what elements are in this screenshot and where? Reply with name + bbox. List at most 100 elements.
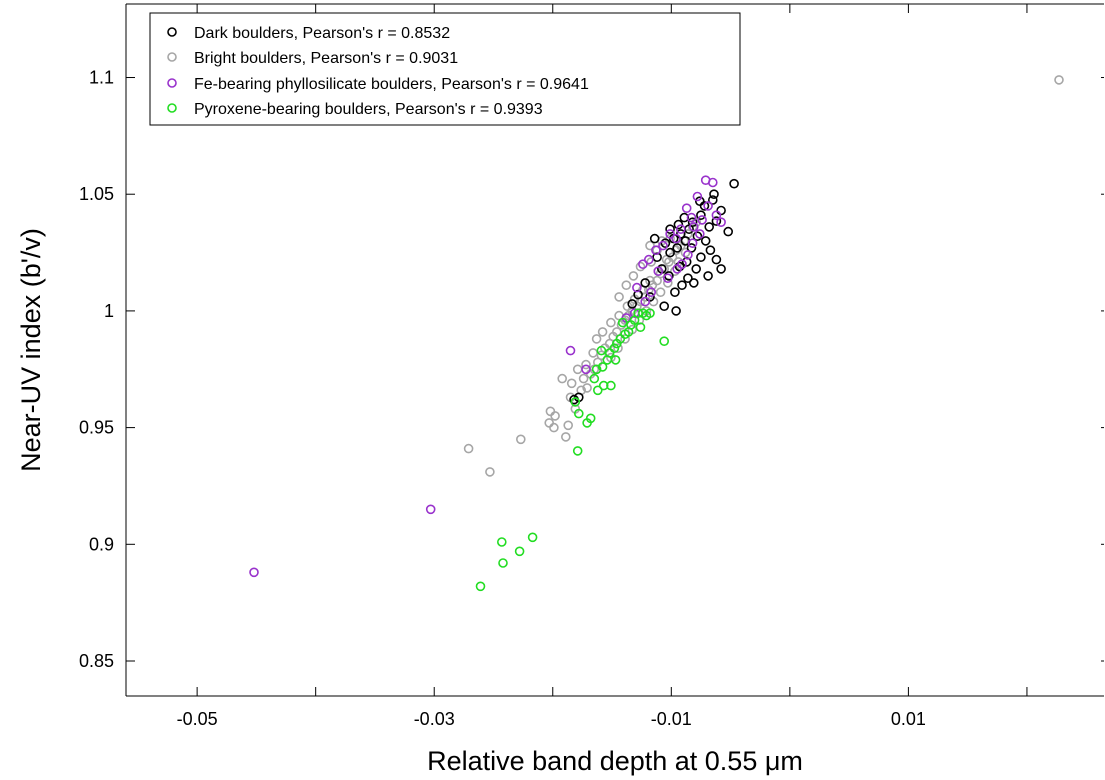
data-point (566, 378, 577, 389)
legend-label-bright: Bright boulders, Pearson's r = 0.9031 (194, 50, 458, 67)
data-point (700, 175, 711, 185)
data-point (716, 217, 726, 227)
data-point (662, 273, 673, 284)
data-point (627, 299, 638, 309)
data-point (588, 348, 598, 358)
data-point (565, 345, 576, 356)
x-tick-label: 0.01 (891, 709, 926, 729)
data-point (485, 467, 495, 477)
data-point (498, 558, 508, 568)
data-point (643, 254, 654, 265)
y-tick-label: 0.9 (89, 534, 114, 554)
data-point (550, 411, 560, 421)
data-point (597, 327, 608, 337)
data-point (649, 233, 660, 244)
data-point (632, 282, 642, 293)
data-point (688, 278, 699, 288)
data-point (660, 238, 671, 248)
data-point (697, 215, 707, 225)
data-point (570, 397, 581, 407)
data-point (646, 287, 657, 298)
data-point (711, 254, 722, 265)
data-point (572, 446, 583, 456)
data-points (249, 75, 1064, 592)
data-point (635, 322, 646, 333)
data-point (696, 252, 706, 263)
data-point (672, 243, 683, 253)
data-point (687, 238, 698, 248)
data-point (425, 504, 436, 515)
data-point (692, 191, 703, 202)
data-point (640, 296, 651, 307)
legend-label-phyllosilicate: Fe-bearing phyllosilicate boulders, Pear… (194, 76, 589, 93)
data-point (614, 292, 624, 302)
data-point (592, 385, 603, 396)
data-point (635, 261, 646, 272)
data-point (681, 257, 692, 267)
legend-label-pyroxene: Pyroxene-bearing boulders, Pearson's r =… (194, 101, 543, 118)
data-point (655, 287, 666, 298)
y-tick-label: 0.95 (79, 418, 114, 438)
data-point (694, 196, 705, 206)
x-axis-title: Relative band depth at 0.55 μm (427, 746, 803, 776)
data-point (704, 222, 715, 232)
data-point (662, 278, 673, 288)
data-point (609, 343, 620, 354)
data-point (692, 231, 703, 241)
data-point (249, 567, 259, 578)
data-point (696, 210, 706, 220)
data-point (610, 355, 621, 365)
data-point (622, 301, 633, 312)
data-point (671, 306, 681, 316)
data-point (675, 224, 686, 234)
data-point (705, 245, 716, 255)
legend-label-dark: Dark boulders, Pearson's r = 0.8532 (194, 25, 450, 42)
data-point (665, 229, 675, 239)
data-point (716, 264, 726, 274)
data-point (606, 317, 616, 328)
data-point (683, 273, 693, 284)
y-tick-label: 1.1 (89, 68, 114, 88)
data-point (515, 434, 526, 445)
data-point (573, 408, 584, 419)
y-tick-label: 1 (104, 301, 114, 321)
legend-marker-phyllosilicate (167, 78, 177, 88)
data-point (677, 280, 687, 291)
data-point (596, 345, 607, 356)
data-point (671, 233, 681, 244)
y-axis-title: Near-UV index (b'/v) (16, 228, 46, 472)
data-point (709, 189, 719, 199)
data-point (707, 195, 718, 205)
data-point (514, 546, 525, 557)
x-tick-label: -0.01 (651, 709, 692, 729)
data-point (711, 210, 722, 220)
data-point (613, 343, 623, 354)
data-point (591, 364, 602, 375)
data-point (659, 301, 670, 312)
data-point (557, 373, 568, 384)
data-point (645, 240, 655, 251)
data-point (581, 359, 591, 370)
legend-marker-pyroxene (167, 103, 177, 113)
data-point (711, 216, 722, 226)
data-point (645, 308, 655, 319)
data-point (578, 373, 589, 384)
data-point (633, 289, 643, 300)
data-point (646, 257, 657, 267)
data-point (703, 271, 713, 281)
data-point (638, 259, 648, 270)
data-point (686, 212, 697, 223)
data-point (633, 308, 643, 319)
data-point (606, 380, 616, 391)
legend-marker-bright (167, 52, 177, 62)
data-point (496, 537, 507, 547)
data-point (621, 280, 632, 291)
data-point (563, 420, 574, 431)
data-point (1054, 75, 1064, 85)
data-point (527, 532, 538, 543)
data-point (652, 252, 662, 263)
data-point (645, 275, 655, 286)
data-point (729, 178, 739, 189)
data-point (700, 236, 711, 246)
